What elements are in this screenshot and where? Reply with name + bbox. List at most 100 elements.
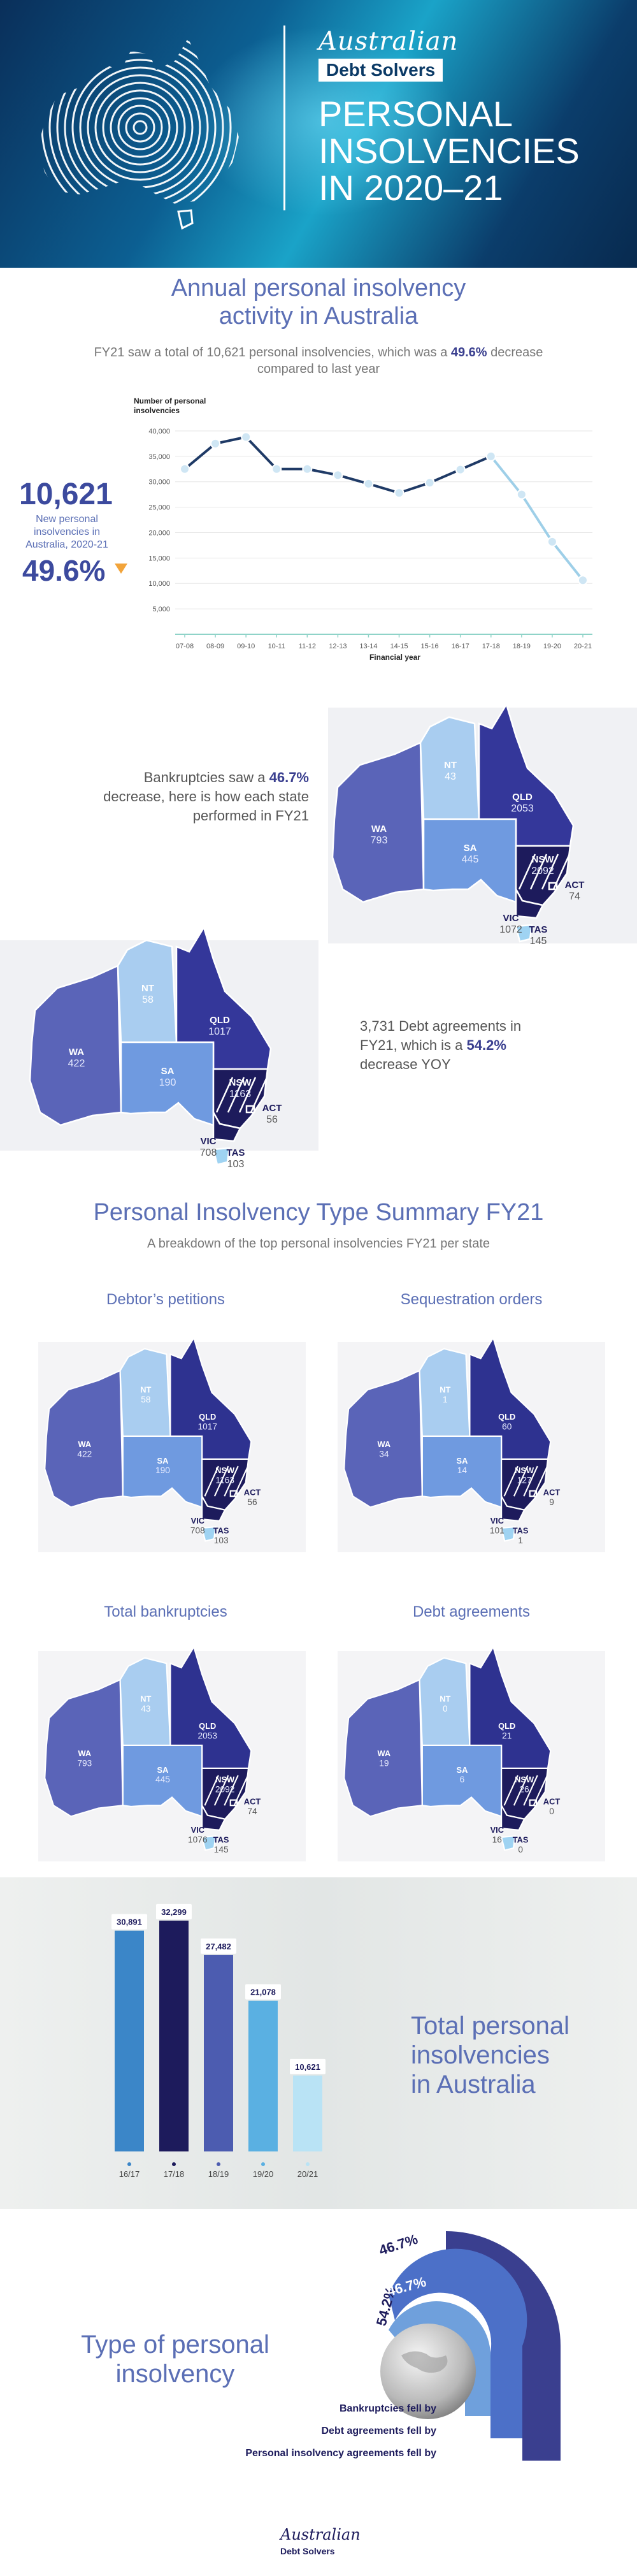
totals-title-line-1: Total personal <box>411 2012 570 2040</box>
map-value-tas: 0 <box>518 1845 523 1854</box>
totals-title-line-2: insolvencies <box>411 2041 550 2069</box>
big-label-line-3: Australia, 2020-21 <box>25 539 108 550</box>
map-state-tas <box>212 1147 231 1166</box>
series-line-segment <box>336 474 370 485</box>
map-value-nsw: 1163 <box>215 1476 234 1485</box>
bar-year-dot <box>127 2162 131 2166</box>
map-label-tas: TAS <box>513 1835 529 1845</box>
map-label-nsw: NSW <box>515 1466 534 1475</box>
map-value-vic: 1072 <box>499 924 522 935</box>
nsw-divider-line <box>215 1077 234 1113</box>
map-value-nsw: 2092 <box>531 866 554 877</box>
nsw-divider-line <box>518 854 536 890</box>
series-line-segment <box>459 455 492 471</box>
bar-year-dot <box>217 2162 220 2166</box>
bar-year-label: 19/20 <box>253 2169 274 2179</box>
data-point <box>333 470 343 481</box>
y-tick-label: 10,000 <box>148 580 170 588</box>
x-tick-label: 18-19 <box>513 643 531 650</box>
map-value-act: 56 <box>247 1497 257 1507</box>
map-label-nsw: NSW <box>229 1077 252 1088</box>
ring-debt-agreements <box>389 2248 527 2438</box>
nsw-divider-line <box>224 1466 239 1497</box>
map-value-act: 74 <box>247 1807 257 1816</box>
map-label-wa: WA <box>371 824 387 834</box>
series-line-segment <box>245 435 278 470</box>
map-title-debt-agreements: Debt agreements <box>412 1603 531 1620</box>
map-value-sa: 190 <box>155 1466 170 1475</box>
map-state-tas <box>201 1526 217 1542</box>
data-point <box>271 463 282 474</box>
map-value-nt: 1 <box>443 1395 448 1404</box>
bar-value-label: 10,621 <box>295 2062 320 2072</box>
page-title: PERSONAL INSOLVENCIES IN 2020–21 <box>318 96 580 207</box>
title-line-2: INSOLVENCIES <box>318 131 580 171</box>
map-value-qld: 1017 <box>197 1422 217 1432</box>
data-point <box>516 489 527 500</box>
series-line-segment <box>489 455 523 496</box>
bar-year-label: 18/19 <box>208 2169 229 2179</box>
map-state-tas <box>201 1835 217 1851</box>
map-label-sa: SA <box>457 1456 468 1466</box>
chart-grid <box>175 430 592 635</box>
map-value-vic: 16 <box>492 1835 503 1845</box>
map-state-vic <box>212 1109 241 1142</box>
type-summary-heading: Personal Insolvency Type Summary FY21 <box>93 1199 544 1226</box>
chart-series <box>183 435 584 582</box>
x-tick-label: 11-12 <box>299 643 316 650</box>
map-state-wa <box>331 741 425 903</box>
map-label-act: ACT <box>244 1797 261 1807</box>
map-label-nsw: NSW <box>532 854 555 865</box>
nsw-divider-line <box>233 1466 249 1497</box>
debt-text-pre: FY21, which is a <box>360 1037 467 1053</box>
map-value-act: 9 <box>549 1497 554 1507</box>
map-label-sa: SA <box>464 843 477 854</box>
map-label-act: ACT <box>244 1488 261 1497</box>
map-state-vic <box>201 1803 226 1831</box>
map-label-sa: SA <box>157 1765 169 1775</box>
nsw-divider-line <box>213 1775 229 1806</box>
map-label-vic: VIC <box>200 1136 216 1147</box>
y-tick-label: 40,000 <box>148 428 170 435</box>
types-title: Type of personal insolvency <box>61 2330 290 2389</box>
bar-year-label: 16/17 <box>119 2169 140 2179</box>
title-line-1: PERSONAL <box>318 94 513 134</box>
map-value-nt: 58 <box>141 1395 151 1404</box>
nsw-divider-line <box>552 854 571 890</box>
series-line-segment <box>367 482 401 495</box>
title-line-3: IN 2020–21 <box>318 168 503 208</box>
map-label-vic: VIC <box>490 1516 504 1525</box>
bankruptcies-text-line-3: performed in FY21 <box>192 808 309 824</box>
map-label-sa: SA <box>161 1066 175 1077</box>
map-label-qld: QLD <box>498 1412 515 1422</box>
bar-year-dot <box>306 2162 310 2166</box>
brand-script-logo: Australian <box>318 27 459 56</box>
map-value-nsw: 2092 <box>215 1785 234 1794</box>
y-axis-label-line-1: Number of personal <box>134 397 206 405</box>
y-ticks: 5,000 10,000 15,000 20,000 25,000 30,000 35,00… <box>148 428 170 613</box>
map-label-act: ACT <box>543 1488 561 1497</box>
map-value-tas: 145 <box>530 936 547 947</box>
nsw-divider-line <box>204 1466 219 1497</box>
map-label-wa: WA <box>378 1749 391 1758</box>
bar-year-dot <box>172 2162 176 2166</box>
bar-value-box <box>201 1938 236 1954</box>
map-label-nsw: NSW <box>515 1775 534 1784</box>
data-point <box>302 463 313 474</box>
legend-pia: Personal insolvency agreements fell by <box>245 2448 436 2459</box>
y-tick-label: 5,000 <box>152 606 170 613</box>
map-label-tas: TAS <box>227 1147 245 1158</box>
map-label-tas: TAS <box>213 1526 229 1536</box>
series-line-segment <box>397 481 431 495</box>
map-value-wa: 793 <box>371 835 388 846</box>
nsw-divider-line <box>503 1466 519 1497</box>
annual-summary: FY21 saw a total of 10,621 personal inso… <box>0 344 637 377</box>
map-value-wa: 34 <box>379 1450 389 1459</box>
map-value-sa: 6 <box>460 1775 465 1784</box>
bar-value-label: 32,299 <box>161 1907 187 1917</box>
map-value-vic: 708 <box>190 1526 205 1536</box>
data-point <box>394 488 404 498</box>
summary-pct: 49.6% <box>450 346 487 360</box>
